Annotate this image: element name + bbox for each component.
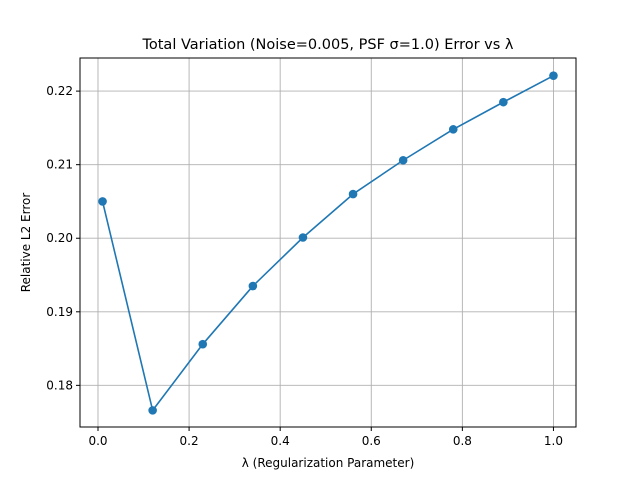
x-tick-label: 0.6	[362, 434, 381, 448]
grid	[80, 58, 576, 427]
y-tick-label: 0.19	[46, 305, 73, 319]
y-axis-ticks: 0.18 0.19 0.20 0.21 0.22	[46, 84, 80, 392]
series-layer	[98, 71, 558, 415]
y-axis-label: Relative L2 Error	[19, 193, 33, 293]
x-tick-label: 1.0	[544, 434, 563, 448]
data-point	[499, 97, 508, 107]
data-point	[298, 233, 308, 242]
data-point	[398, 155, 408, 165]
data-point	[148, 406, 157, 415]
chart-title: Total Variation (Noise=0.005, PSF σ=1.0)…	[141, 37, 513, 53]
x-tick-label: 0.0	[88, 434, 107, 448]
data-point	[549, 71, 558, 80]
data-point	[448, 125, 458, 134]
series-line	[101, 74, 554, 412]
data-point	[98, 197, 107, 206]
x-axis-ticks: 0.0 0.2 0.4 0.6 0.8 1.0	[88, 427, 563, 448]
data-point	[248, 281, 258, 291]
x-tick-label: 0.2	[180, 434, 199, 448]
data-point	[348, 189, 358, 199]
y-tick-label: 0.20	[46, 231, 73, 245]
y-tick-label: 0.18	[46, 378, 73, 392]
x-axis-label: λ (Regularization Parameter)	[242, 456, 415, 470]
data-point	[198, 339, 208, 349]
x-tick-label: 0.8	[453, 434, 472, 448]
y-tick-label: 0.21	[46, 158, 73, 172]
plot-frame	[79, 57, 577, 428]
x-tick-label: 0.4	[271, 434, 290, 448]
y-tick-label: 0.22	[46, 84, 73, 98]
